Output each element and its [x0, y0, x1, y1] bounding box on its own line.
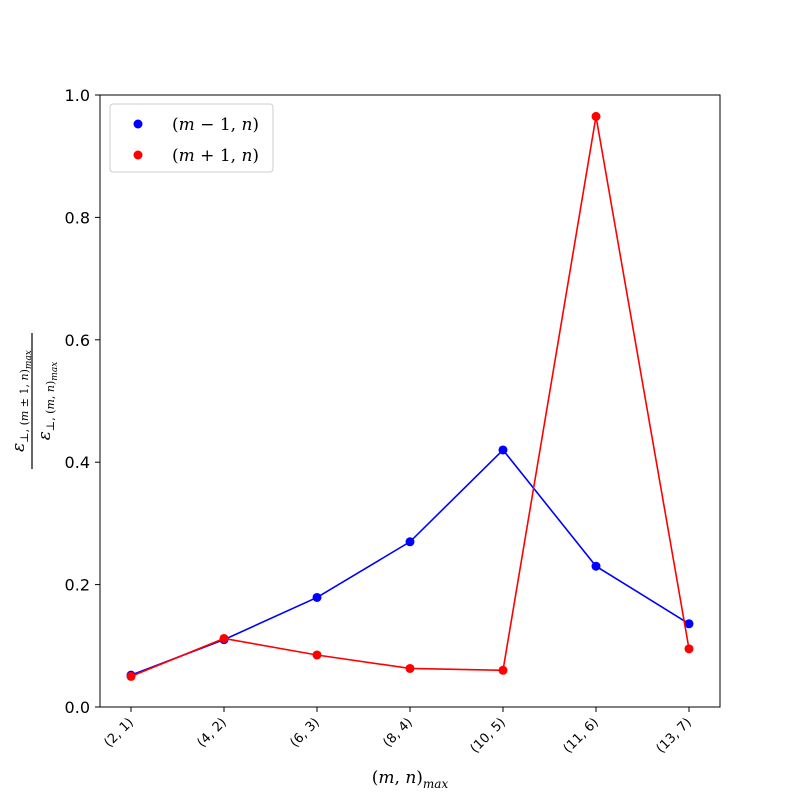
data-point-series-1 — [312, 592, 322, 602]
y-tick-label: 0.8 — [65, 208, 90, 227]
data-point-series-1 — [498, 445, 508, 455]
data-point-series-2 — [219, 633, 229, 643]
x-tick-label: (13, 7) — [654, 715, 695, 756]
x-axis: (2, 1) (4, 2) (6, 3) (8, 4) (10, 5) (11, 6) (1… — [102, 707, 695, 756]
svg-text:ε⊥, (m ± 1, n)max: ε⊥, (m ± 1, n)max — [9, 350, 34, 452]
legend-label-series-1: (m − 1, n) — [172, 115, 259, 135]
x-tick-label: (4, 2) — [195, 715, 230, 750]
x-tick-label: (2, 1) — [102, 715, 137, 750]
data-point-series-2 — [591, 111, 601, 121]
data-point-series-2 — [405, 663, 415, 673]
y-tick-label: 1.0 — [65, 86, 90, 105]
data-point-series-1 — [591, 561, 601, 571]
y-tick-label: 0.2 — [65, 576, 90, 595]
legend-marker-series-1 — [133, 119, 143, 129]
x-tick-label: (8, 4) — [381, 715, 416, 750]
data-point-series-1 — [684, 619, 694, 629]
x-axis-label: (m, n)max — [372, 768, 449, 791]
data-point-series-2 — [312, 650, 322, 660]
legend: (m − 1, n) (m + 1, n) — [109, 103, 274, 173]
x-tick-label: (6, 3) — [288, 715, 323, 750]
data-point-series-2 — [684, 644, 694, 654]
y-axis: 0.0 0.2 0.4 0.6 0.8 1.0 — [65, 86, 100, 717]
series-layer — [126, 111, 694, 681]
plot-area — [99, 94, 721, 708]
svg-text:ε⊥, (m, n)max: ε⊥, (m, n)max — [35, 362, 60, 441]
x-tick-label: (10, 5) — [468, 715, 509, 756]
y-axis-label: ε⊥, (m ± 1, n)max ε⊥, (m, n)max — [9, 333, 60, 469]
y-tick-label: 0.0 — [65, 698, 90, 717]
data-point-series-2 — [498, 665, 508, 675]
legend-marker-series-2 — [133, 150, 143, 160]
legend-box — [109, 103, 274, 173]
y-tick-label: 0.4 — [65, 453, 90, 472]
data-point-series-2 — [126, 671, 136, 681]
x-tick-label: (11, 6) — [561, 715, 602, 756]
y-tick-label: 0.6 — [65, 331, 90, 350]
data-point-series-1 — [405, 537, 415, 547]
legend-label-series-2: (m + 1, n) — [172, 146, 259, 166]
